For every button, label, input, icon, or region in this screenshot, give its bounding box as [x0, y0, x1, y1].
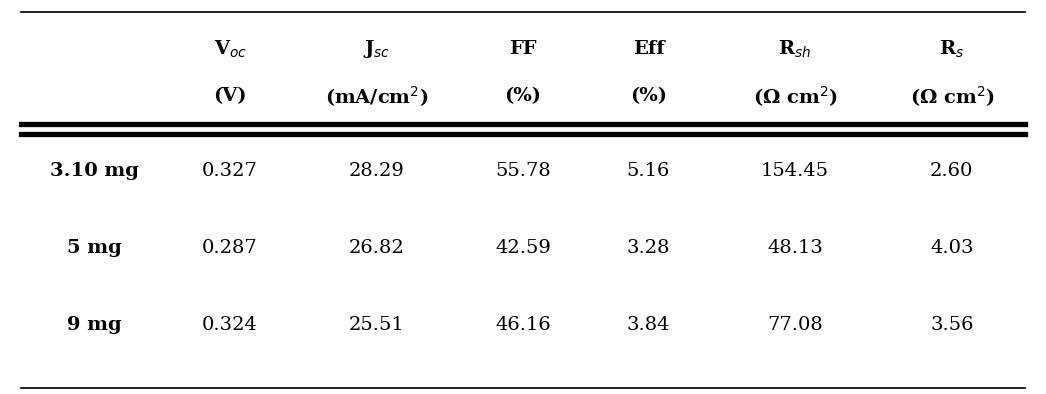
Text: 4.03: 4.03 [930, 239, 974, 257]
Text: 3.84: 3.84 [627, 316, 670, 334]
Text: FF: FF [509, 40, 537, 58]
Text: 77.08: 77.08 [767, 316, 823, 334]
Text: 46.16: 46.16 [495, 316, 551, 334]
Text: 5 mg: 5 mg [67, 239, 121, 257]
Text: 3.28: 3.28 [627, 239, 670, 257]
Text: R$_{s}$: R$_{s}$ [939, 39, 964, 60]
Text: (Ω cm$^2$): (Ω cm$^2$) [753, 84, 837, 109]
Text: Eff: Eff [633, 40, 664, 58]
Text: 0.287: 0.287 [202, 239, 258, 257]
Text: 154.45: 154.45 [760, 162, 829, 180]
Text: 25.51: 25.51 [348, 316, 405, 334]
Text: J$_{sc}$: J$_{sc}$ [363, 38, 390, 60]
Text: (V): (V) [213, 87, 247, 106]
Text: V$_{oc}$: V$_{oc}$ [213, 39, 247, 60]
Text: 42.59: 42.59 [495, 239, 551, 257]
Text: 9 mg: 9 mg [67, 316, 121, 334]
Text: 0.324: 0.324 [202, 316, 258, 334]
Text: (%): (%) [504, 87, 542, 106]
Text: (Ω cm$^2$): (Ω cm$^2$) [910, 84, 994, 109]
Text: R$_{sh}$: R$_{sh}$ [778, 39, 812, 60]
Text: (%): (%) [630, 87, 667, 106]
Text: 5.16: 5.16 [627, 162, 670, 180]
Text: 0.327: 0.327 [202, 162, 258, 180]
Text: 26.82: 26.82 [348, 239, 405, 257]
Text: 48.13: 48.13 [767, 239, 823, 257]
Text: 28.29: 28.29 [348, 162, 405, 180]
Text: 2.60: 2.60 [930, 162, 974, 180]
Text: 55.78: 55.78 [495, 162, 551, 180]
Text: 3.10 mg: 3.10 mg [50, 162, 138, 180]
Text: 3.56: 3.56 [930, 316, 974, 334]
Text: (mA/cm$^2$): (mA/cm$^2$) [325, 84, 428, 109]
